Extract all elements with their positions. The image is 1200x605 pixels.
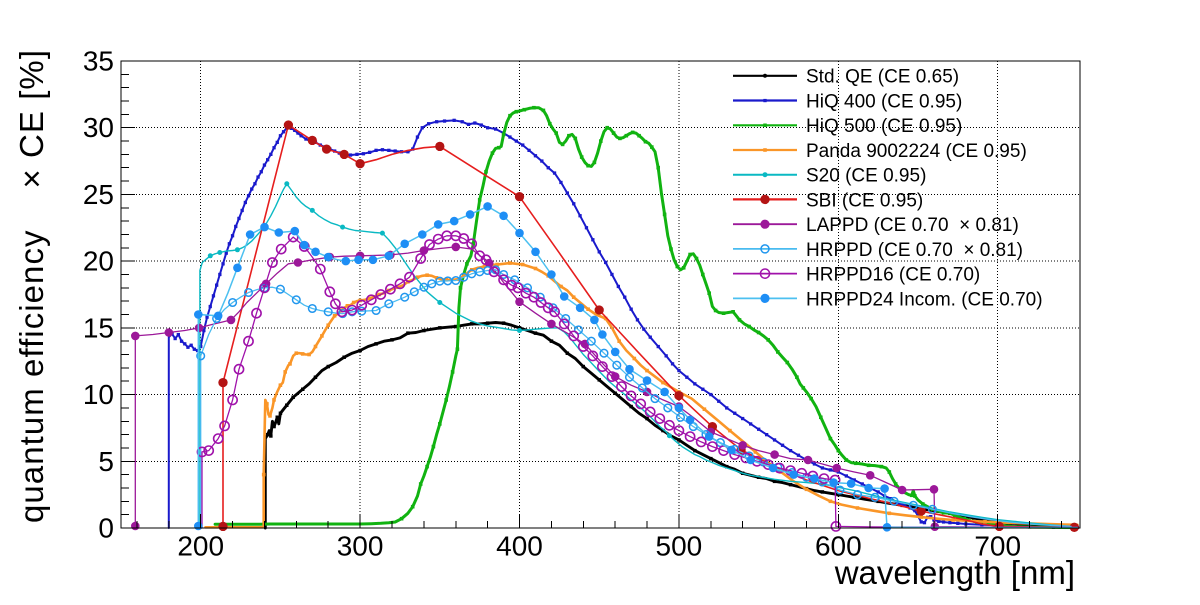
svg-text:HRPPD (CE 0.70 × 0.81): HRPPD (CE 0.70 × 0.81) [806, 240, 1023, 261]
svg-text:25: 25 [83, 179, 114, 210]
svg-text:300: 300 [337, 531, 384, 562]
svg-text:20: 20 [83, 246, 114, 277]
svg-text:500: 500 [656, 531, 703, 562]
svg-text:HiQ 400 (CE 0.95): HiQ 400 (CE 0.95) [806, 91, 962, 112]
svg-text:700: 700 [974, 531, 1021, 562]
svg-text:400: 400 [496, 531, 543, 562]
svg-text:wavelength [nm]: wavelength [nm] [834, 554, 1075, 591]
svg-text:HRPPD24 Incom. (CE 0.70): HRPPD24 Incom. (CE 0.70) [806, 289, 1043, 310]
svg-text:HRPPD16 (CE 0.70): HRPPD16 (CE 0.70) [806, 265, 980, 286]
svg-text:LAPPD (CE 0.70 × 0.81): LAPPD (CE 0.70 × 0.81) [806, 215, 1019, 236]
svg-text:5: 5 [98, 446, 114, 477]
svg-text:SBI (CE 0.95): SBI (CE 0.95) [806, 190, 923, 211]
svg-text:0: 0 [98, 513, 114, 544]
svg-text:600: 600 [815, 531, 862, 562]
svg-text:200: 200 [177, 531, 224, 562]
svg-text:10: 10 [83, 379, 114, 410]
svg-text:Std. QE (CE 0.65): Std. QE (CE 0.65) [806, 67, 959, 88]
svg-text:35: 35 [83, 46, 114, 77]
svg-text:Panda 9002224 (CE 0.95): Panda 9002224 (CE 0.95) [806, 141, 1027, 162]
svg-text:30: 30 [83, 112, 114, 143]
svg-text:15: 15 [83, 312, 114, 343]
svg-text:quantum efficiency × CE [%]: quantum efficiency × CE [%] [13, 50, 50, 523]
svg-text:HiQ 500 (CE 0.95): HiQ 500 (CE 0.95) [806, 116, 962, 137]
svg-text:S20 (CE 0.95): S20 (CE 0.95) [806, 166, 926, 187]
